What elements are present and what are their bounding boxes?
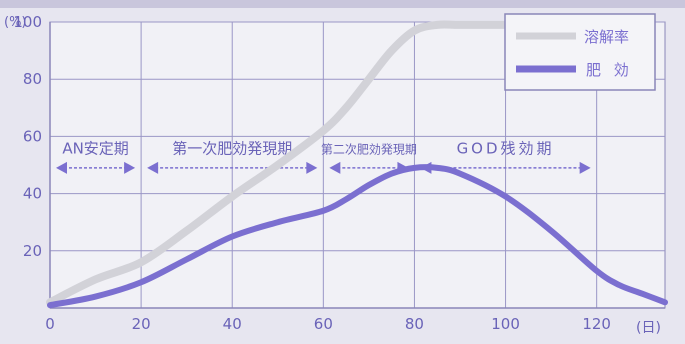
period-arrow-right [579, 161, 591, 174]
legend-box [504, 13, 656, 91]
series-line-fertilizer-effect [47, 164, 668, 309]
period-arrow-left [147, 161, 159, 174]
period-arrow-right [306, 161, 318, 174]
x-tick-label: 40 [223, 315, 242, 333]
period-arrow-left [329, 161, 341, 174]
x-tick-label: 80 [405, 315, 424, 333]
y-tick-label: 100 [13, 13, 42, 31]
period-label: 第一次肥効発現期 [172, 140, 292, 158]
period-arrow-right [124, 161, 136, 174]
period-label: 第二次肥効発現期 [321, 142, 417, 157]
top-band [0, 0, 685, 8]
x-tick-label: 100 [491, 315, 520, 333]
period-1: AN安定期 [56, 140, 136, 174]
x-tick-label: 120 [582, 315, 611, 333]
y-tick-label: 40 [23, 185, 42, 203]
legend-label-solubility: 溶解率 [584, 28, 629, 46]
y-tick-label: 60 [23, 127, 42, 145]
period-2: 第一次肥効発現期 [147, 140, 318, 174]
x-tick-label: 60 [314, 315, 333, 333]
y-axis-unit-label: (%) [4, 15, 27, 30]
x-tick-label: 20 [132, 315, 151, 333]
y-tick-label: 80 [23, 70, 42, 88]
x-axis-unit-label: (日) [636, 320, 661, 336]
series-lines [46, 20, 668, 309]
period-annotations: AN安定期 第一次肥効発現期 第二次肥効発現期 GOD残効期 [56, 140, 591, 174]
period-arrow-left [56, 161, 67, 174]
y-tick-label: 20 [23, 242, 42, 260]
period-label: AN安定期 [62, 140, 128, 158]
series-line-solubility [46, 20, 510, 307]
x-tick-label: 0 [45, 315, 55, 333]
legend: 溶解率 肥 効 [504, 13, 656, 91]
period-label: GOD残効期 [457, 140, 555, 158]
axes: 20 40 60 80 100 0 20 40 60 80 100 120 [13, 13, 665, 333]
period-3: 第二次肥効発現期 [321, 142, 417, 174]
legend-label-fertilizer-effect: 肥 効 [586, 61, 633, 79]
